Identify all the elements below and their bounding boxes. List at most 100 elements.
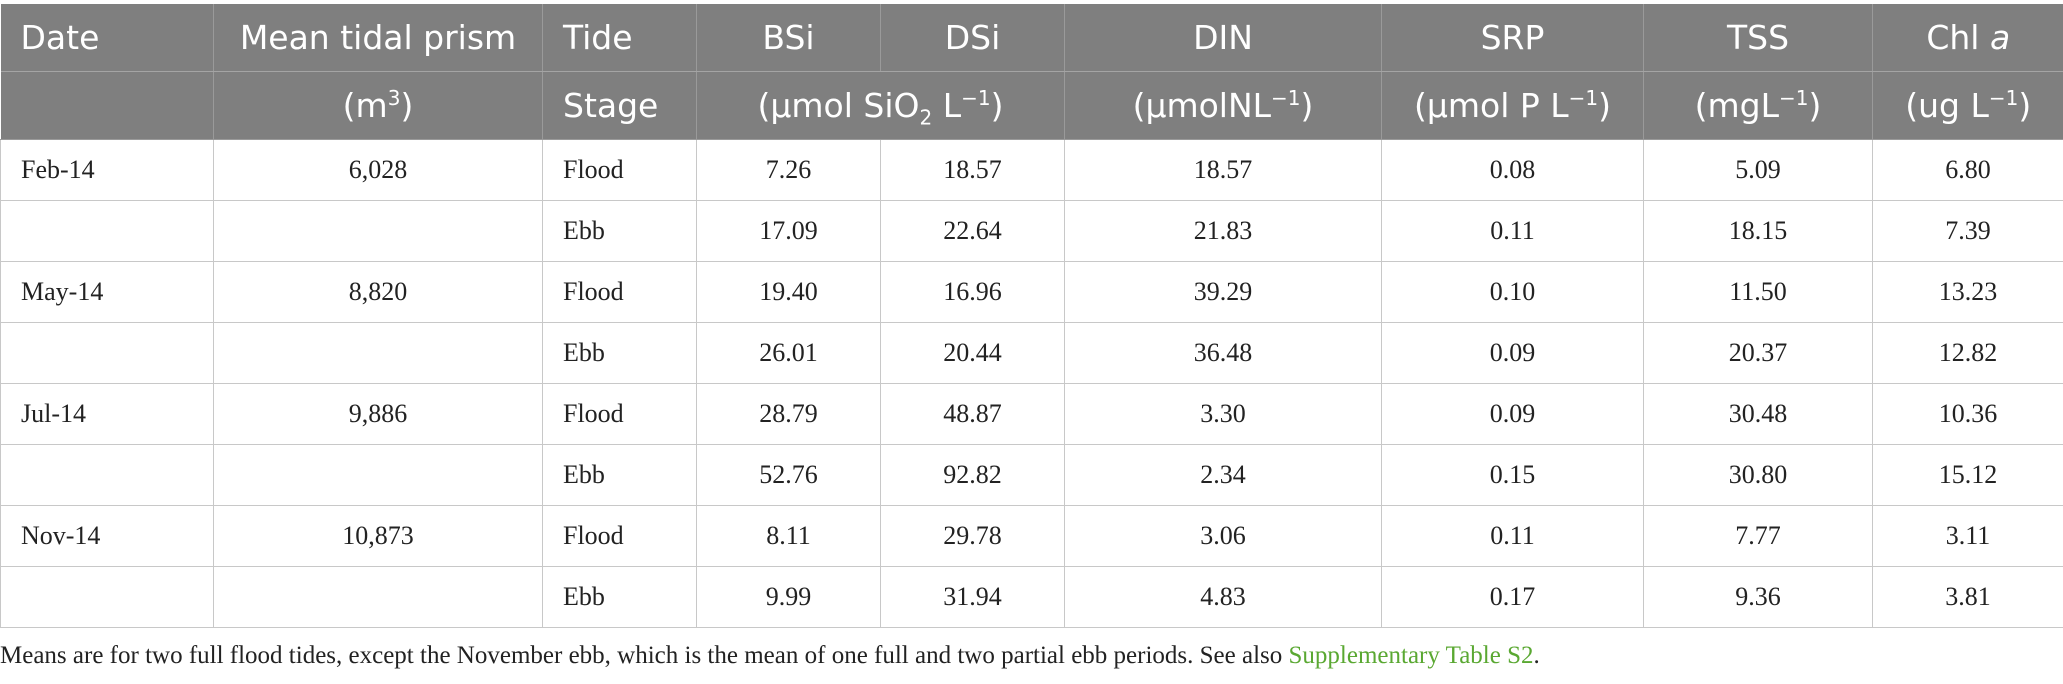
- header-tide: Tide: [542, 4, 697, 72]
- header-srp: SRP: [1381, 4, 1644, 72]
- header-tss-unit: (mgL−1): [1643, 71, 1873, 140]
- table-row: Ebb 26.01 20.44 36.48 0.09 20.37 12.82: [0, 322, 2063, 384]
- unit-text: (µmol P L: [1414, 86, 1569, 125]
- header-si-unit: (µmol SiO2 L−1): [696, 71, 1065, 140]
- cell-din: 3.30: [1064, 383, 1382, 445]
- header-mean-tidal-prism: Mean tidal prism: [213, 4, 543, 72]
- cell-din: 36.48: [1064, 322, 1382, 384]
- cell-date: [0, 200, 214, 262]
- unit-superscript: −1: [1779, 86, 1809, 110]
- cell-srp: 0.10: [1381, 261, 1644, 323]
- header-prism-unit: (m3): [213, 71, 543, 140]
- header-tss: TSS: [1643, 4, 1873, 72]
- cell-prism: 6,028: [213, 139, 543, 201]
- cell-tide: Ebb: [542, 322, 697, 384]
- cell-prism: [213, 322, 543, 384]
- unit-superscript: −1: [961, 86, 991, 110]
- cell-dsi: 22.64: [880, 200, 1065, 262]
- unit-text: (m: [342, 86, 388, 125]
- cell-bsi: 26.01: [696, 322, 881, 384]
- unit-text: ): [1300, 86, 1314, 125]
- table-row: May-14 8,820 Flood 19.40 16.96 39.29 0.1…: [0, 261, 2063, 323]
- header-chl-italic: a: [1989, 18, 2011, 57]
- header-bsi: BSi: [696, 4, 881, 72]
- header-srp-unit: (µmol P L−1): [1381, 71, 1644, 140]
- cell-date: May-14: [0, 261, 214, 323]
- cell-srp: 0.15: [1381, 444, 1644, 506]
- cell-tss: 5.09: [1643, 139, 1873, 201]
- cell-tide: Flood: [542, 139, 697, 201]
- supplementary-table-link[interactable]: Supplementary Table S2: [1288, 642, 1534, 669]
- unit-text: ): [1808, 86, 1822, 125]
- unit-text: L: [932, 86, 962, 125]
- cell-chl: 10.36: [1872, 383, 2063, 445]
- unit-text: ): [990, 86, 1004, 125]
- cell-date: [0, 322, 214, 384]
- unit-subscript: 2: [919, 105, 933, 130]
- cell-prism: [213, 200, 543, 262]
- header-din-unit: (µmolNL−1): [1064, 71, 1382, 140]
- cell-din: 18.57: [1064, 139, 1382, 201]
- unit-text: ): [400, 86, 414, 125]
- cell-bsi: 28.79: [696, 383, 881, 445]
- header-chl: Chl a: [1872, 4, 2063, 72]
- header-chl-unit: (ug L−1): [1872, 71, 2063, 140]
- table-row: Ebb 52.76 92.82 2.34 0.15 30.80 15.12: [0, 444, 2063, 506]
- cell-date: [0, 444, 214, 506]
- unit-superscript: −1: [1568, 86, 1599, 110]
- cell-bsi: 7.26: [696, 139, 881, 201]
- footnote-text: Means are for two full flood tides, exce…: [0, 642, 1289, 669]
- header-dsi: DSi: [880, 4, 1065, 72]
- cell-tide: Ebb: [542, 566, 697, 628]
- cell-tss: 9.36: [1643, 566, 1873, 628]
- cell-dsi: 92.82: [880, 444, 1065, 506]
- table-footnote: Means are for two full flood tides, exce…: [0, 642, 2063, 670]
- cell-din: 3.06: [1064, 505, 1382, 567]
- cell-tide: Flood: [542, 505, 697, 567]
- cell-dsi: 48.87: [880, 383, 1065, 445]
- cell-date: Feb-14: [0, 139, 214, 201]
- cell-date: [0, 566, 214, 628]
- table-row: Jul-14 9,886 Flood 28.79 48.87 3.30 0.09…: [0, 383, 2063, 445]
- cell-dsi: 29.78: [880, 505, 1065, 567]
- unit-text: ): [1598, 86, 1611, 125]
- table-row: Ebb 17.09 22.64 21.83 0.11 18.15 7.39: [0, 200, 2063, 262]
- unit-text: (µmol SiO: [757, 86, 920, 125]
- cell-tide: Ebb: [542, 200, 697, 262]
- cell-srp: 0.17: [1381, 566, 1644, 628]
- cell-tss: 18.15: [1643, 200, 1873, 262]
- footnote-end: .: [1533, 642, 1540, 669]
- nutrient-table: Date Mean tidal prism Tide BSi DSi DIN S…: [0, 4, 2063, 628]
- cell-dsi: 18.57: [880, 139, 1065, 201]
- header-chl-label: Chl: [1926, 18, 1990, 57]
- cell-din: 4.83: [1064, 566, 1382, 628]
- cell-bsi: 19.40: [696, 261, 881, 323]
- header-date-empty: [0, 71, 214, 140]
- table-row: Nov-14 10,873 Flood 8.11 29.78 3.06 0.11…: [0, 505, 2063, 567]
- cell-prism: [213, 444, 543, 506]
- cell-bsi: 8.11: [696, 505, 881, 567]
- table-row: Feb-14 6,028 Flood 7.26 18.57 18.57 0.08…: [0, 139, 2063, 201]
- cell-dsi: 16.96: [880, 261, 1065, 323]
- cell-srp: 0.08: [1381, 139, 1644, 201]
- cell-srp: 0.09: [1381, 383, 1644, 445]
- cell-tide: Flood: [542, 261, 697, 323]
- cell-tide: Flood: [542, 383, 697, 445]
- cell-srp: 0.09: [1381, 322, 1644, 384]
- unit-superscript: −1: [1988, 86, 2019, 110]
- unit-text: (ug L: [1905, 86, 1989, 125]
- cell-prism: 9,886: [213, 383, 543, 445]
- header-row-2: (m3) Stage (µmol SiO2 L−1) (µmolNL−1) (µ…: [0, 71, 2063, 140]
- cell-bsi: 9.99: [696, 566, 881, 628]
- cell-date: Nov-14: [0, 505, 214, 567]
- cell-din: 2.34: [1064, 444, 1382, 506]
- cell-dsi: 31.94: [880, 566, 1065, 628]
- header-date: Date: [0, 4, 214, 72]
- cell-tss: 11.50: [1643, 261, 1873, 323]
- header-din: DIN: [1064, 4, 1382, 72]
- table-row: Ebb 9.99 31.94 4.83 0.17 9.36 3.81: [0, 566, 2063, 628]
- unit-text: ): [2018, 86, 2032, 125]
- cell-tide: Ebb: [542, 444, 697, 506]
- cell-prism: 8,820: [213, 261, 543, 323]
- unit-text: (mgL: [1694, 86, 1779, 125]
